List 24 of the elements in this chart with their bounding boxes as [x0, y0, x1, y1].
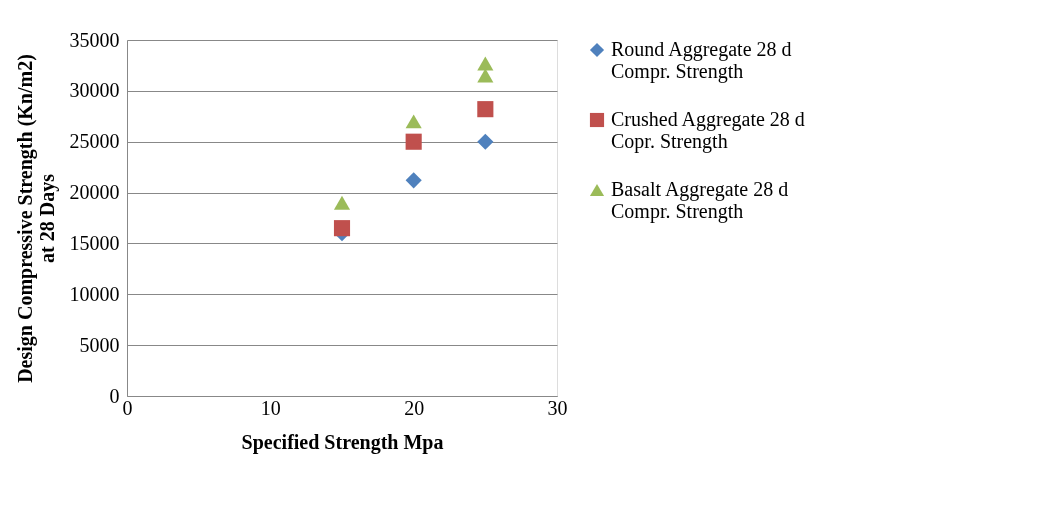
- point: [333, 195, 351, 210]
- legend-label: Crushed Aggregate 28 d Copr. Strength: [611, 108, 805, 153]
- y-tick-label: 10000: [69, 282, 120, 305]
- x-tick-label: 10: [260, 396, 281, 419]
- point: [477, 56, 494, 71]
- y-tick-label: 20000: [69, 181, 120, 204]
- x-axis-title: Specified Strength Mpa: [241, 430, 444, 454]
- y-tick-label: 5000: [79, 333, 120, 356]
- point: [477, 133, 494, 150]
- y-axis-title: Design Compressive Strength (Kn/m2) at 28 Days: [13, 54, 59, 383]
- x-tick-label: 20: [404, 396, 425, 419]
- y-tick-label: 30000: [69, 79, 120, 102]
- x-tick-label: 30: [547, 396, 568, 419]
- legend-label: Round Aggregate 28 d Compr. Strength: [611, 38, 792, 83]
- y-tick-label: 15000: [69, 231, 120, 254]
- point: [477, 101, 494, 118]
- point: [333, 220, 351, 237]
- point: [405, 172, 422, 189]
- point: [477, 68, 494, 83]
- y-tick-label: 35000: [69, 28, 120, 51]
- legend-label: Basalt Aggregate 28 d Compr. Strength: [611, 178, 789, 223]
- point: [405, 114, 422, 129]
- y-tick-label: 25000: [69, 130, 120, 153]
- point: [405, 133, 422, 150]
